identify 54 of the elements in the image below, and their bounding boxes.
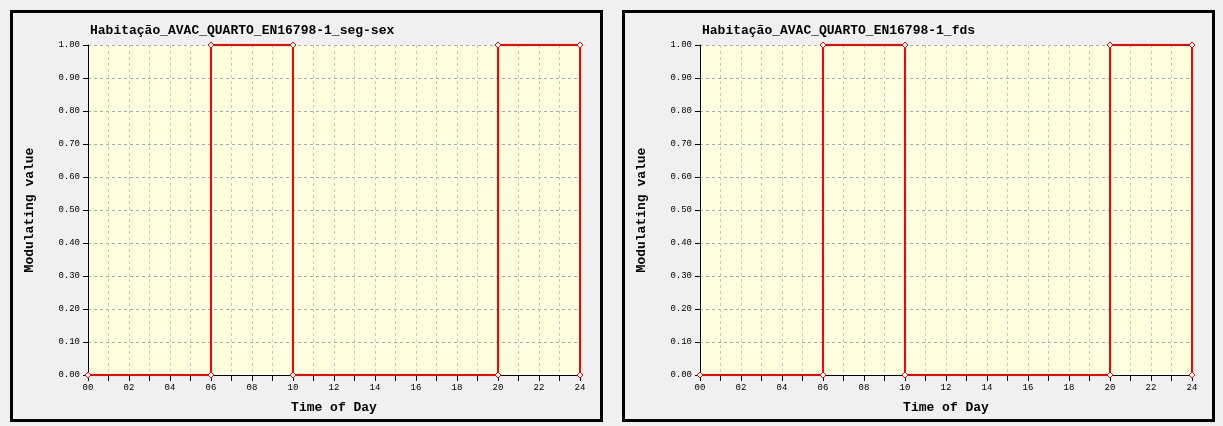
x-tick-label: 02: [735, 382, 747, 393]
x-tick-label: 02: [123, 382, 135, 393]
y-tick-label: 0.60: [58, 172, 80, 182]
x-tick-label: 04: [164, 382, 176, 393]
y-tick-label: 0.90: [670, 73, 692, 83]
y-tick-label: 1.00: [58, 40, 80, 50]
y-tick-label: 0.30: [670, 271, 692, 281]
x-axis-title: Time of Day: [291, 400, 378, 415]
x-tick-label: 18: [1063, 382, 1075, 393]
y-tick-label: 0.70: [58, 139, 80, 149]
x-tick-label: 06: [205, 382, 217, 393]
y-tick-label: 1.00: [670, 40, 692, 50]
y-tick-label: 0.20: [670, 304, 692, 314]
x-tick-label: 22: [1145, 382, 1157, 393]
y-axis-title: Modulating value: [22, 147, 37, 273]
x-tick-label: 20: [492, 382, 504, 393]
x-tick-label: 24: [574, 382, 586, 393]
y-tick-label: 0.30: [58, 271, 80, 281]
chart-title: Habitação_AVAC_QUARTO_EN16798-1_seg-sex: [90, 23, 395, 38]
x-axis-title: Time of Day: [903, 400, 990, 415]
x-tick-label: 00: [82, 382, 94, 393]
y-axis-title: Modulating value: [634, 147, 649, 273]
y-tick-label: 0.80: [58, 106, 80, 116]
x-tick-label: 16: [410, 382, 422, 393]
x-tick-label: 14: [981, 382, 993, 393]
x-tick-label: 24: [1186, 382, 1198, 393]
y-tick-label: 0.50: [58, 205, 80, 215]
x-tick-label: 10: [899, 382, 911, 393]
x-tick-label: 12: [328, 382, 340, 393]
x-tick-label: 10: [287, 382, 299, 393]
x-tick-label: 16: [1022, 382, 1034, 393]
y-tick-label: 0.50: [670, 205, 692, 215]
x-tick-label: 22: [533, 382, 545, 393]
y-tick-label: 0.10: [670, 337, 692, 347]
x-tick-label: 08: [246, 382, 258, 393]
y-tick-label: 0.90: [58, 73, 80, 83]
y-tick-label: 0.00: [670, 370, 692, 380]
y-tick-label: 0.40: [670, 238, 692, 248]
x-tick-label: 08: [858, 382, 870, 393]
y-tick-label: 0.10: [58, 337, 80, 347]
x-tick-label: 04: [776, 382, 788, 393]
x-tick-label: 20: [1104, 382, 1116, 393]
y-tick-label: 0.80: [670, 106, 692, 116]
y-tick-label: 0.00: [58, 370, 80, 380]
y-tick-label: 0.20: [58, 304, 80, 314]
x-tick-label: 18: [451, 382, 463, 393]
x-tick-label: 00: [694, 382, 706, 393]
x-tick-label: 06: [817, 382, 829, 393]
y-tick-label: 0.70: [670, 139, 692, 149]
chart-title: Habitação_AVAC_QUARTO_EN16798-1_fds: [702, 23, 976, 38]
x-tick-label: 14: [369, 382, 381, 393]
y-tick-label: 0.40: [58, 238, 80, 248]
x-tick-label: 12: [940, 382, 952, 393]
y-tick-label: 0.60: [670, 172, 692, 182]
